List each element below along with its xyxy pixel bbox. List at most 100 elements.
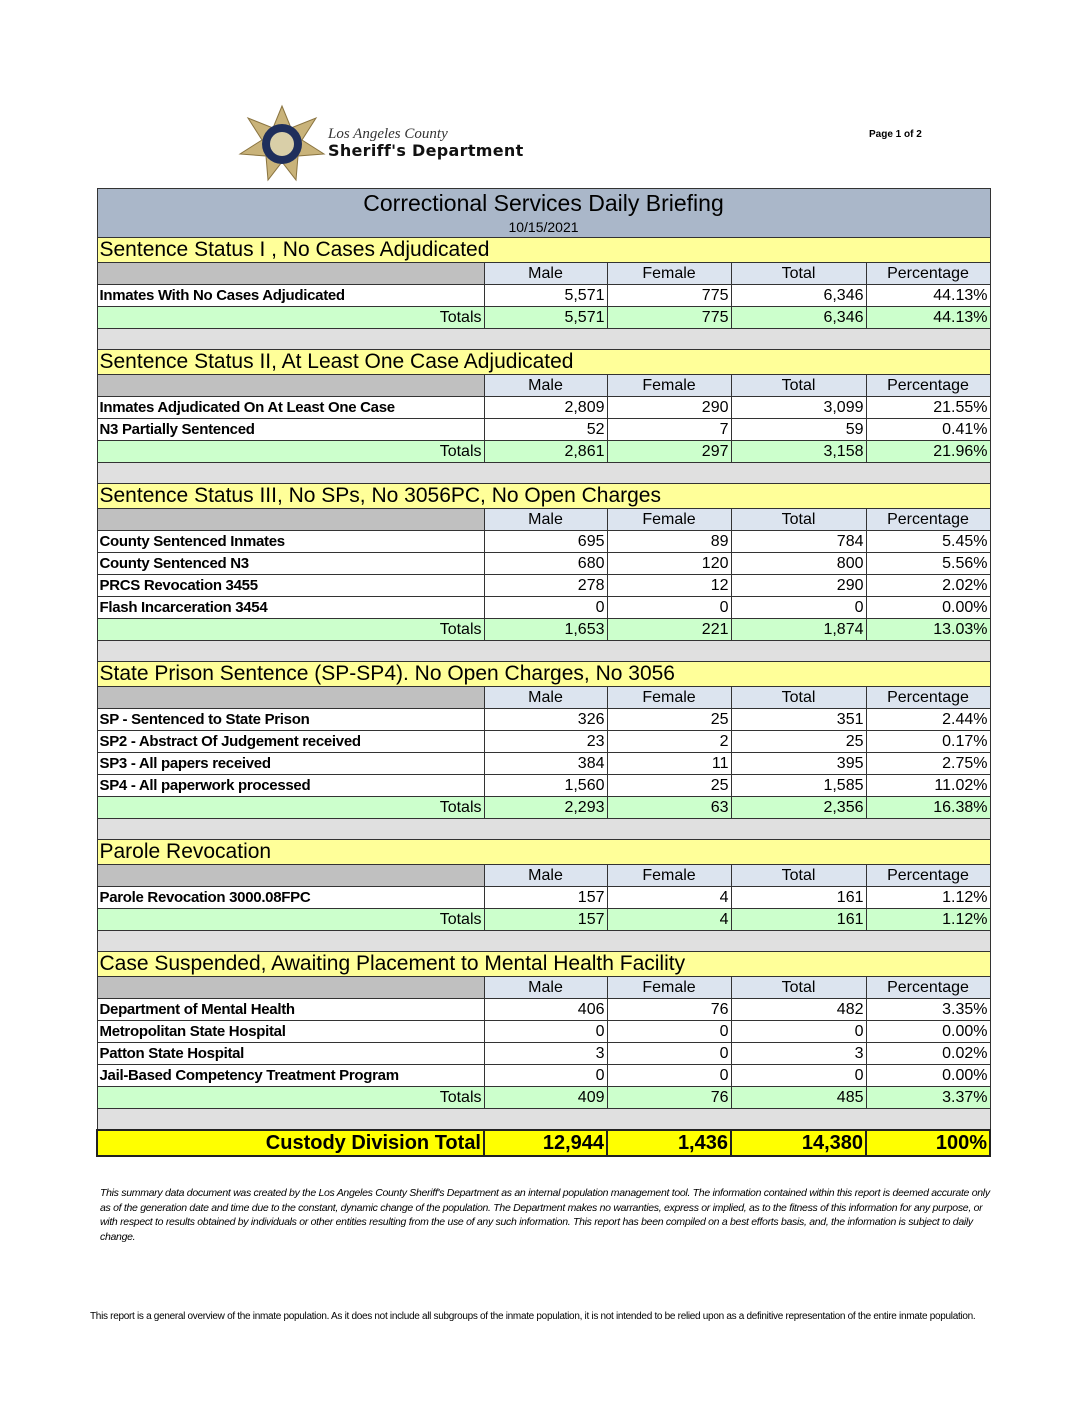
spacer-row bbox=[96, 640, 991, 662]
cell-total: 161 bbox=[730, 886, 867, 909]
row-label: Flash Incarceration 3454 bbox=[96, 596, 485, 619]
table-row: Metropolitan State Hospital 0 0 0 0.00% bbox=[96, 1020, 991, 1043]
column-header-percentage: Percentage bbox=[865, 976, 991, 999]
cell-percentage: 0.41% bbox=[865, 418, 991, 441]
cell-total: 784 bbox=[730, 530, 867, 553]
totals-label: Totals bbox=[96, 796, 485, 819]
column-header-total: Total bbox=[730, 262, 867, 285]
total-total: 2,356 bbox=[730, 796, 867, 819]
grand-total-total: 14,380 bbox=[730, 1129, 867, 1157]
column-header-row: Male Female Total Percentage bbox=[96, 262, 991, 285]
cell-male: 384 bbox=[483, 752, 608, 775]
totals-row: Totals 1,653 221 1,874 13.03% bbox=[96, 618, 991, 641]
total-total: 485 bbox=[730, 1086, 867, 1109]
cell-female: 25 bbox=[606, 774, 732, 797]
header-blank bbox=[96, 262, 485, 285]
spacer bbox=[96, 1108, 991, 1131]
row-label: SP3 - All papers received bbox=[96, 752, 485, 775]
total-percentage: 3.37% bbox=[865, 1086, 991, 1109]
cell-male: 278 bbox=[483, 574, 608, 597]
grand-total-female: 1,436 bbox=[606, 1129, 732, 1157]
total-male: 5,571 bbox=[483, 306, 608, 329]
column-header-row: Male Female Total Percentage bbox=[96, 508, 991, 531]
column-header-row: Male Female Total Percentage bbox=[96, 686, 991, 709]
cell-female: 11 bbox=[606, 752, 732, 775]
header-blank bbox=[96, 686, 485, 709]
table-row: SP2 - Abstract Of Judgement received 23 2 2… bbox=[96, 730, 991, 753]
cell-total: 395 bbox=[730, 752, 867, 775]
table-row: SP3 - All papers received 384 11 395 2.75% bbox=[96, 752, 991, 775]
cell-total: 3,099 bbox=[730, 396, 867, 419]
column-header-row: Male Female Total Percentage bbox=[96, 976, 991, 999]
row-label: Inmates With No Cases Adjudicated bbox=[96, 284, 485, 307]
cell-male: 23 bbox=[483, 730, 608, 753]
cell-female: 2 bbox=[606, 730, 732, 753]
column-header-female: Female bbox=[606, 374, 732, 397]
cell-percentage: 1.12% bbox=[865, 886, 991, 909]
grand-total-label: Custody Division Total bbox=[96, 1129, 485, 1157]
total-total: 6,346 bbox=[730, 306, 867, 329]
section-header: Sentence Status II, At Least One Case Ad… bbox=[96, 349, 991, 375]
report-date: 10/15/2021 bbox=[96, 217, 991, 238]
cell-female: 4 bbox=[606, 886, 732, 909]
cell-female: 12 bbox=[606, 574, 732, 597]
section-title: Case Suspended, Awaiting Placement to Me… bbox=[96, 951, 991, 977]
cell-male: 1,560 bbox=[483, 774, 608, 797]
cell-female: 775 bbox=[606, 284, 732, 307]
grand-total-male: 12,944 bbox=[483, 1129, 608, 1157]
cell-percentage: 2.02% bbox=[865, 574, 991, 597]
disclaimer: This summary data document was created b… bbox=[100, 1187, 990, 1243]
column-header-female: Female bbox=[606, 686, 732, 709]
cell-total: 482 bbox=[730, 998, 867, 1021]
cell-total: 351 bbox=[730, 708, 867, 731]
column-header-male: Male bbox=[483, 262, 608, 285]
header-blank bbox=[96, 508, 485, 531]
totals-label: Totals bbox=[96, 908, 485, 931]
cell-female: 0 bbox=[606, 1042, 732, 1065]
cell-percentage: 21.55% bbox=[865, 396, 991, 419]
row-label: N3 Partially Sentenced bbox=[96, 418, 485, 441]
cell-female: 0 bbox=[606, 596, 732, 619]
column-header-percentage: Percentage bbox=[865, 262, 991, 285]
column-header-total: Total bbox=[730, 508, 867, 531]
total-male: 157 bbox=[483, 908, 608, 931]
table-row: PRCS Revocation 3455 278 12 290 2.02% bbox=[96, 574, 991, 597]
cell-male: 5,571 bbox=[483, 284, 608, 307]
cell-male: 3 bbox=[483, 1042, 608, 1065]
section-title: Sentence Status II, At Least One Case Ad… bbox=[96, 349, 991, 375]
sheriff-logo: Los Angeles County Sheriff's Department bbox=[238, 104, 598, 182]
briefing-table: Correctional Services Daily Briefing 10/… bbox=[96, 188, 991, 1157]
column-header-total: Total bbox=[730, 686, 867, 709]
cell-total: 290 bbox=[730, 574, 867, 597]
table-row: SP4 - All paperwork processed 1,560 25 1,58… bbox=[96, 774, 991, 797]
total-total: 1,874 bbox=[730, 618, 867, 641]
section-header: Sentence Status I , No Cases Adjudicated bbox=[96, 237, 991, 263]
column-header-total: Total bbox=[730, 976, 867, 999]
totals-label: Totals bbox=[96, 306, 485, 329]
cell-female: 0 bbox=[606, 1064, 732, 1087]
cell-total: 59 bbox=[730, 418, 867, 441]
row-label: Inmates Adjudicated On At Least One Case bbox=[96, 396, 485, 419]
spacer bbox=[96, 462, 991, 484]
spacer-row bbox=[96, 462, 991, 484]
total-female: 221 bbox=[606, 618, 732, 641]
total-female: 63 bbox=[606, 796, 732, 819]
row-label: Department of Mental Health bbox=[96, 998, 485, 1021]
total-female: 297 bbox=[606, 440, 732, 463]
page-number: Page 1 of 2 bbox=[869, 129, 922, 140]
totals-label: Totals bbox=[96, 618, 485, 641]
total-female: 775 bbox=[606, 306, 732, 329]
section-title: Sentence Status III, No SPs, No 3056PC, … bbox=[96, 483, 991, 509]
cell-total: 800 bbox=[730, 552, 867, 575]
column-header-female: Female bbox=[606, 262, 732, 285]
column-header-female: Female bbox=[606, 508, 732, 531]
footer-note: This report is a general overview of the… bbox=[90, 1311, 976, 1322]
column-header-row: Male Female Total Percentage bbox=[96, 374, 991, 397]
cell-percentage: 44.13% bbox=[865, 284, 991, 307]
table-row: Inmates With No Cases Adjudicated 5,571 77… bbox=[96, 284, 991, 307]
column-header-male: Male bbox=[483, 686, 608, 709]
totals-row: Totals 409 76 485 3.37% bbox=[96, 1086, 991, 1109]
section-header: Parole Revocation bbox=[96, 839, 991, 865]
total-percentage: 1.12% bbox=[865, 908, 991, 931]
